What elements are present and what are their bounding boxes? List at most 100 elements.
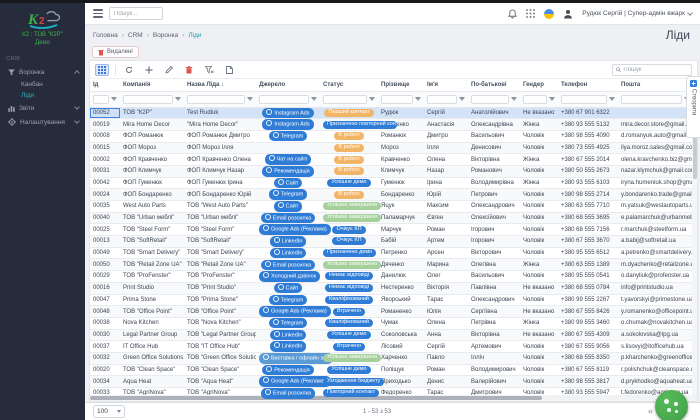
table-row[interactable]: 00020 ТОВ "Clean Space" ТОВ "Clean Space" Р… (90, 364, 693, 376)
cell-status[interactable]: Узгодження бюджету (320, 376, 385, 388)
column-filter-input[interactable] (259, 94, 309, 104)
cell-middle[interactable]: Петрівна (471, 320, 496, 327)
cell-source[interactable]: Email розсилка (256, 212, 320, 224)
cell-middle[interactable]: Олегівна (471, 261, 496, 268)
refresh-button[interactable] (122, 64, 136, 76)
cell-status[interactable]: Кваліфікований (320, 317, 378, 329)
cell-last[interactable]: Климчук (381, 168, 405, 175)
cell-middle[interactable]: Валерійович (471, 378, 507, 385)
global-search-input[interactable] (109, 7, 163, 20)
cell-lead[interactable]: ФОП Кравченко Олена (187, 156, 251, 163)
cell-email[interactable]: a.babij@softretail.ua (621, 238, 676, 245)
cell-id[interactable]: 00050 (93, 261, 110, 268)
cell-last[interactable]: Приходько (381, 378, 411, 385)
cell-last[interactable]: Харченко (381, 355, 408, 362)
cell-id[interactable]: 00025 (93, 226, 110, 233)
cell-status[interactable]: Повторний контакт (320, 388, 380, 400)
cell-phone[interactable]: +380 67 555 8426 (561, 308, 610, 315)
table-row[interactable]: 00035 West Auto Parts ТОВ "West Auto Parts… (90, 201, 693, 213)
cell-first[interactable]: Роман (427, 226, 445, 233)
cell-middle[interactable]: Ілліч (471, 355, 485, 362)
cell-last[interactable]: Кравченко (381, 156, 410, 163)
cell-phone[interactable]: +380 93 555 6103 (561, 179, 610, 186)
cell-id[interactable]: 00024 (93, 191, 110, 198)
cell-first[interactable]: Юрій (427, 191, 442, 198)
cell-status[interactable]: Кваліфікований (320, 294, 378, 306)
cell-id[interactable]: 00048 (93, 308, 110, 315)
cell-id[interactable]: 00008 (93, 133, 110, 140)
apps-grid-icon[interactable] (526, 9, 536, 18)
cell-lead[interactable]: ТОВ "Retail Zone UA" (187, 261, 246, 268)
cell-status[interactable]: В роботі (320, 154, 378, 166)
cell-lead[interactable]: ТОВ "Smart Delivery" (187, 250, 245, 257)
cell-first[interactable]: Олена (427, 156, 446, 163)
cell-first[interactable]: Максим (427, 203, 449, 210)
table-row[interactable]: 00031 ФОП Климчук ФОП Климчук Назар Рекомен… (90, 165, 693, 178)
cell-source[interactable]: Google Ads (Реклама) (256, 376, 331, 388)
cell-gender[interactable]: Чоловік (523, 355, 545, 362)
cell-email[interactable]: y.bondarenko.trade@gmail.com (621, 191, 693, 198)
cell-id[interactable]: 00030 (93, 331, 110, 338)
breadcrumb-item[interactable]: Воронка (152, 31, 179, 39)
cell-company[interactable]: Nova Kitchen (123, 320, 159, 327)
cell-source[interactable]: Рекомендація (256, 364, 320, 376)
cell-source[interactable] (256, 142, 320, 154)
cell-last[interactable]: Яворський (381, 296, 411, 303)
sidebar-subitem-канбан[interactable]: Канбан (21, 81, 43, 88)
cell-status[interactable]: В роботі (320, 130, 378, 142)
column-filter-input[interactable] (93, 94, 109, 104)
cell-phone[interactable]: +380 67 901 6322 (561, 109, 610, 116)
chat-fab-button[interactable] (655, 390, 688, 420)
column-header[interactable]: Ім'я (424, 79, 468, 92)
create-panel-tab[interactable]: Створити (686, 76, 700, 138)
cell-email[interactable]: m.dyachenko@retailzone.ua (621, 261, 693, 268)
cell-first[interactable]: Павло (427, 355, 445, 362)
cell-middle[interactable]: Володимирович (471, 366, 516, 373)
cell-company[interactable]: ТОВ "ProFenster" (123, 273, 171, 280)
cell-middle[interactable]: Романович (471, 168, 502, 175)
table-row[interactable]: 00019 Mira Home Decor "Mira Home Decor" Ins… (90, 118, 693, 131)
page-size-select[interactable]: 100 (93, 405, 125, 418)
cell-last[interactable]: Нестеренко (381, 285, 414, 292)
column-filter-input[interactable] (187, 94, 245, 104)
column-filter-input[interactable] (427, 94, 457, 104)
cell-last[interactable]: Лісовий (381, 343, 403, 350)
cell-lead[interactable]: ФОП Мороз Ілля (187, 144, 234, 151)
cell-last[interactable]: Гуменюк (381, 179, 405, 186)
cell-first[interactable]: Денис (427, 378, 445, 385)
filter-funnel-icon[interactable] (415, 97, 421, 101)
cell-lead[interactable]: ТОВ "Steel Form" (187, 226, 235, 233)
cell-phone[interactable]: +380 99 555 2267 (561, 296, 610, 303)
column-header[interactable]: Статус (320, 79, 378, 92)
cell-lead[interactable]: ТОВ "Aqua Heat" (187, 378, 234, 385)
cell-phone[interactable]: +380 68 555 7156 (561, 226, 610, 233)
cell-source[interactable]: Instagram Ads (256, 119, 320, 131)
cell-status[interactable]: В роботі (320, 165, 378, 177)
filter-clear-button[interactable] (202, 64, 216, 76)
table-row[interactable]: 00047 Prima Stone ТОВ "Prima Stone" Telegra… (90, 294, 693, 306)
cell-email[interactable]: e.palamarchuk@urbanmebli.ua (621, 215, 693, 222)
cell-company[interactable]: ТОВ "SoftRetail" (123, 238, 168, 245)
cell-id[interactable]: 00034 (93, 378, 110, 385)
cell-phone[interactable]: +380 68 555 8350 (561, 355, 610, 362)
cell-email[interactable]: t.yavorskyi@primestone.ua (621, 296, 693, 303)
cell-first[interactable]: Олена (427, 320, 446, 327)
cell-lead[interactable]: ТОВ "ProFenster" (187, 273, 235, 280)
cell-lead[interactable]: ФОП Климчук Назар (187, 168, 245, 175)
cell-company[interactable]: ФОП Романюк (123, 133, 164, 140)
table-row[interactable]: 00042 ФОП Гуменюк ФОП Гуменюк Ірина Сайт Усп… (90, 177, 693, 189)
cell-source[interactable]: Сайт (256, 177, 320, 189)
cell-company[interactable]: ТОВ "Office Point" (123, 308, 172, 315)
cell-id[interactable]: 00047 (93, 296, 110, 303)
cell-gender[interactable]: Чоловік (523, 296, 545, 303)
cell-last[interactable]: Рудюк (381, 109, 399, 116)
table-row[interactable]: 00016 Print Studio ТОВ "Print Studio" Сайт Н… (90, 282, 693, 294)
cell-email[interactable] (618, 107, 693, 119)
cell-gender[interactable]: Чоловік (523, 133, 545, 140)
cell-first[interactable]: Євген (427, 215, 444, 222)
table-row[interactable]: 00030 Legal Partner Group ТОВ "Legal Partn… (90, 329, 693, 341)
cell-email[interactable]: p.kharchenko@greenoffice.ua (621, 355, 693, 362)
cell-company[interactable]: ТОВ "Retail Zone UA" (123, 261, 182, 268)
cell-id[interactable]: 00032 (93, 355, 110, 362)
cell-middle[interactable]: Вікторович (471, 250, 502, 257)
